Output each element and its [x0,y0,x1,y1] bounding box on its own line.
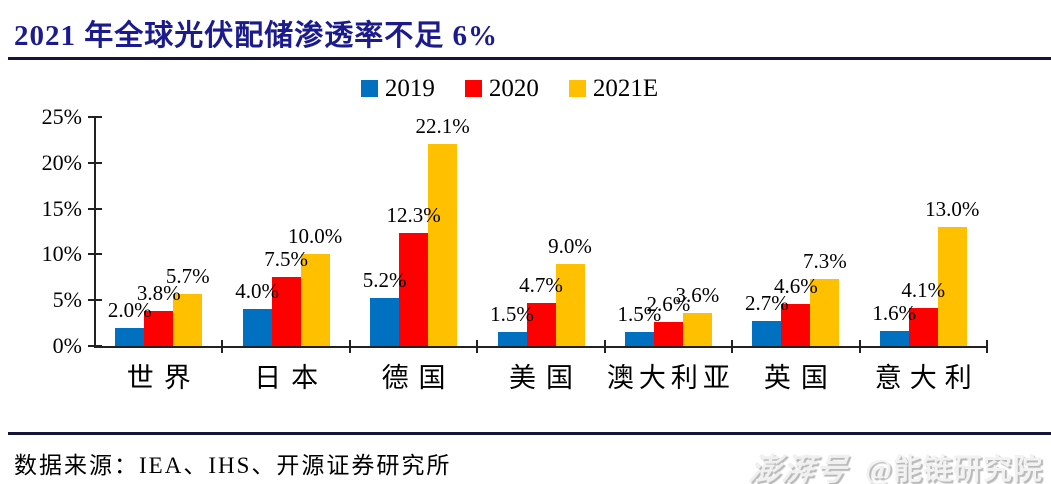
x-tick [731,340,734,353]
bar-2020-世界 [144,311,174,346]
y-axis-label: 15% [41,195,82,221]
legend-item: 2021E [568,74,659,102]
value-label-2021E-意大利: 13.0% [925,196,980,221]
bar-2020-日本 [271,277,301,346]
y-tick [88,116,102,118]
legend-item: 2019 [360,74,435,102]
bar-2019-意大利 [879,331,909,346]
bar-2021E-澳大利亚 [682,313,712,346]
bar-2019-世界 [115,327,145,346]
x-axis-label-意大利: 意大利 [874,363,980,393]
bar-2020-英国 [781,303,811,346]
value-label-2019-世界: 2.0% [107,297,152,322]
bar-2020-德国 [399,233,429,346]
bar-2019-英国 [752,321,782,346]
y-axis-label: 0% [52,333,82,358]
value-label-2019-英国: 2.7% [744,291,789,316]
bar-2021E-意大利 [937,226,967,346]
x-tick [603,340,606,353]
bar-2019-澳大利亚 [624,332,654,346]
bar-2019-日本 [242,309,272,346]
y-tick [88,207,102,210]
value-label-2020-意大利: 4.1% [901,278,946,303]
value-label-2019-澳大利亚: 1.5% [617,302,662,327]
legend-swatch [464,79,482,97]
legend-label: 2019 [384,74,435,102]
value-label-2020-日本: 7.5% [264,247,309,272]
y-tick [88,161,102,164]
value-label-2019-意大利: 1.6% [872,301,917,326]
x-tick [476,340,479,353]
legend-swatch [568,79,586,97]
bar-2020-意大利 [908,308,938,346]
chart-legend: 2019 2020 2021E [0,72,1035,104]
y-axis-label: 10% [41,241,82,267]
x-axis-label-英国: 英国 [763,363,838,393]
y-tick [88,253,102,256]
value-label-2021E-澳大利亚: 3.6% [675,283,720,308]
footer-divider [8,432,1051,435]
value-label-2020-世界: 3.8% [136,281,181,306]
x-tick [221,340,224,353]
legend-swatch [360,79,378,97]
y-axis-line [94,116,96,348]
legend-label: 2021E [592,74,659,102]
value-label-2021E-日本: 10.0% [288,224,343,249]
value-label-2020-德国: 12.3% [386,203,441,228]
value-label-2021E-美国: 9.0% [548,233,592,258]
watermark: 澎湃号 @能链研究院 [747,444,1043,484]
x-axis-label-美国: 美国 [509,363,583,393]
bar-2021E-英国 [810,279,840,346]
bar-2019-美国 [497,332,527,346]
value-label-2020-英国: 4.6% [773,273,818,298]
bar-2021E-德国 [428,143,458,346]
bar-2021E-美国 [555,263,585,346]
x-tick [348,340,351,353]
value-label-2019-德国: 5.2% [362,268,407,293]
page-title: 2021 年全球光伏配储渗透率不足 6% [14,20,499,52]
y-axis-label: 5% [52,287,82,313]
title-divider [8,57,1051,60]
value-label-2021E-英国: 7.3% [802,249,847,274]
legend-item: 2020 [464,74,539,102]
legend-label: 2020 [488,74,539,102]
y-axis-label: 25% [41,104,82,129]
bar-2021E-世界 [173,293,203,346]
y-axis-label: 20% [41,149,82,175]
value-label-2019-日本: 4.0% [235,279,280,304]
x-axis-label-德国: 德国 [381,363,456,393]
data-source-note: 数据来源：IEA、IHS、开源证券研究所 [14,453,452,478]
value-label-2021E-德国: 22.1% [415,113,470,138]
x-axis-label-世界: 世界 [126,363,201,393]
bar-2021E-日本 [300,254,330,346]
value-label-2020-美国: 4.7% [519,272,563,297]
x-tick [858,340,861,353]
bar-2019-德国 [370,298,400,346]
y-tick [88,299,102,302]
value-label-2020-澳大利亚: 2.6% [646,292,691,317]
pengpai-logo: 澎湃号 [747,452,852,484]
x-axis-line [94,346,988,348]
value-label-2019-美国: 1.5% [490,302,534,327]
bar-2020-美国 [526,302,556,346]
x-axis-label-澳大利亚: 澳大利亚 [606,363,735,393]
x-axis-label-日本: 日本 [254,363,329,393]
bar-2020-澳大利亚 [653,322,683,346]
watermark-account: @能链研究院 [865,453,1043,484]
x-tick [986,340,988,353]
value-label-2021E-世界: 5.7% [165,263,210,288]
